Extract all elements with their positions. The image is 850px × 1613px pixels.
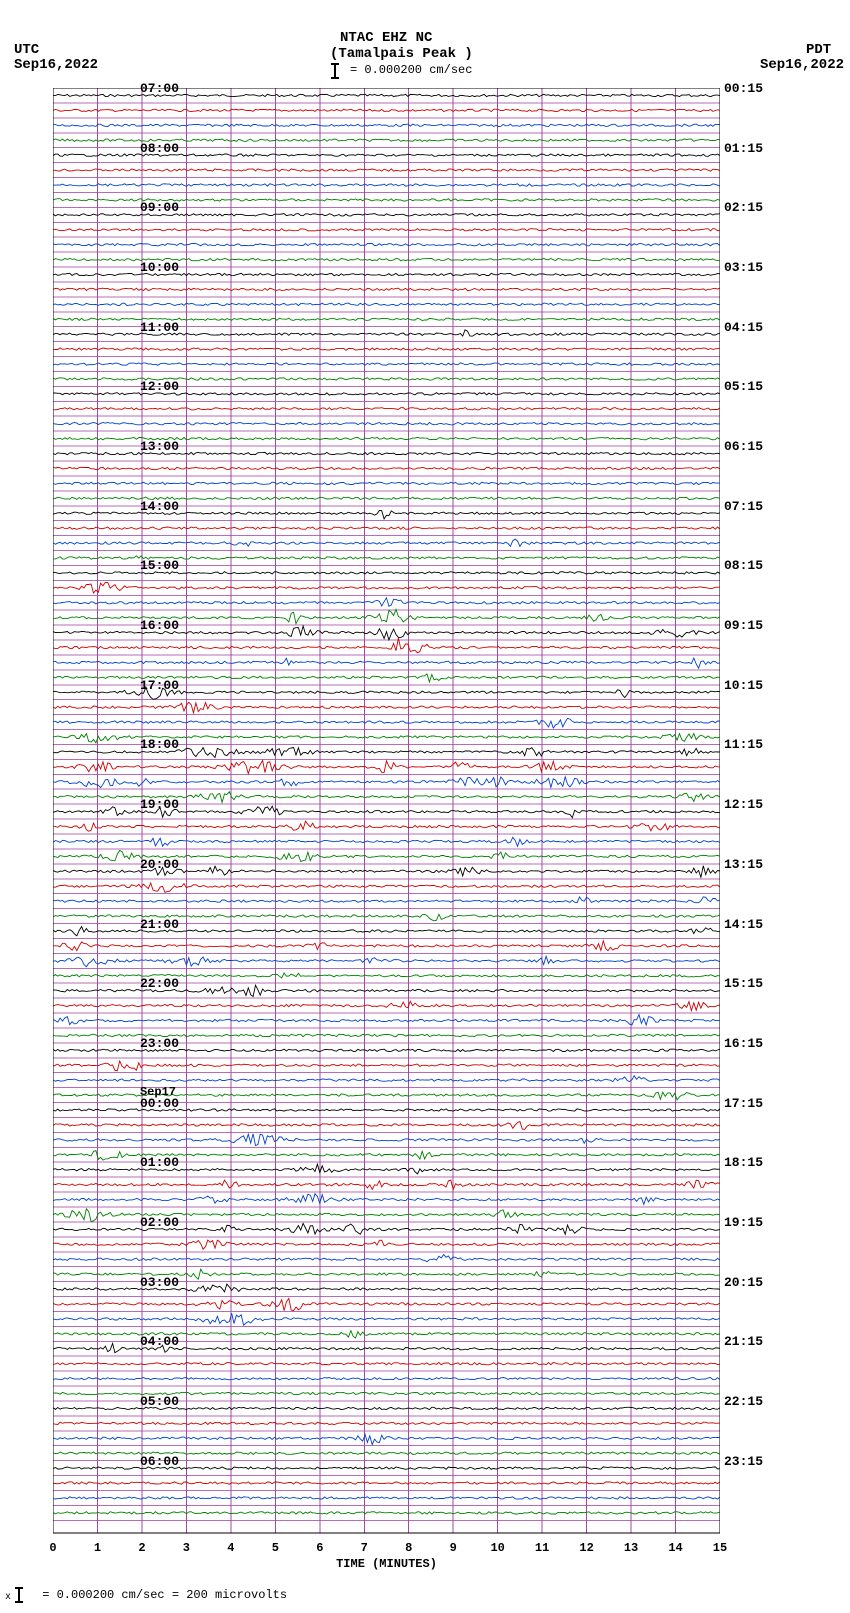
pdt-hour-label: 13:15 [724,857,763,872]
pdt-hour-label: 11:15 [724,737,763,752]
pdt-hour-label: 04:15 [724,320,763,335]
pdt-hour-label: 02:15 [724,200,763,215]
utc-hour-label: 19:00 [131,797,179,812]
x-axis-title: TIME (MINUTES) [336,1557,437,1571]
pdt-hour-label: 19:15 [724,1215,763,1230]
utc-hour-label: 16:00 [131,618,179,633]
x-tick-label: 8 [405,1541,412,1555]
utc-hour-label: 14:00 [131,499,179,514]
x-tick-label: 11 [535,1541,549,1555]
pdt-hour-label: 05:15 [724,379,763,394]
footnote: x = 0.000200 cm/sec = 200 microvolts [5,1585,287,1605]
utc-hour-label: 11:00 [131,320,179,335]
scale-bar-icon [326,62,346,86]
utc-hour-label: 17:00 [131,678,179,693]
pdt-hour-label: 03:15 [724,260,763,275]
pdt-hour-label: 16:15 [724,1036,763,1051]
date-left-label: Sep16,2022 [14,57,98,73]
x-tick-label: 12 [579,1541,593,1555]
x-tick-label: 15 [713,1541,727,1555]
utc-hour-label: 10:00 [131,260,179,275]
utc-hour-label: 03:00 [131,1275,179,1290]
date-right-label: Sep16,2022 [760,57,844,73]
plot-title: NTAC EHZ NC [340,30,432,46]
plot-subtitle: (Tamalpais Peak ) [330,46,473,62]
utc-hour-label: 05:00 [131,1394,179,1409]
footnote-text: = 0.000200 cm/sec = 200 microvolts [42,1588,287,1602]
x-tick-label: 1 [94,1541,101,1555]
utc-hour-label: 22:00 [131,976,179,991]
utc-hour-label: 20:00 [131,857,179,872]
x-tick-label: 14 [668,1541,682,1555]
pdt-hour-label: 20:15 [724,1275,763,1290]
scale-label: = 0.000200 cm/sec [350,63,472,77]
x-tick-label: 2 [138,1541,145,1555]
pdt-hour-label: 10:15 [724,678,763,693]
utc-hour-label: 07:00 [131,81,179,96]
pdt-hour-label: 06:15 [724,439,763,454]
pdt-hour-label: 22:15 [724,1394,763,1409]
tz-left-label: UTC [14,42,39,58]
utc-hour-label: 13:00 [131,439,179,454]
utc-hour-label: 06:00 [131,1454,179,1469]
x-tick-label: 13 [624,1541,638,1555]
pdt-hour-label: 15:15 [724,976,763,991]
pdt-hour-label: 09:15 [724,618,763,633]
utc-hour-label: 18:00 [131,737,179,752]
utc-hour-label: 01:00 [131,1155,179,1170]
utc-hour-label: 02:00 [131,1215,179,1230]
x-tick-label: 5 [272,1541,279,1555]
pdt-hour-label: 08:15 [724,558,763,573]
utc-hour-label: 21:00 [131,917,179,932]
x-tick-label: 9 [450,1541,457,1555]
pdt-hour-label: 21:15 [724,1334,763,1349]
pdt-hour-label: 12:15 [724,797,763,812]
tz-right-label: PDT [806,42,831,58]
x-tick-label: 3 [183,1541,190,1555]
svg-text:x: x [5,1592,11,1603]
utc-hour-label: 15:00 [131,558,179,573]
pdt-hour-label: 23:15 [724,1454,763,1469]
pdt-hour-label: 01:15 [724,141,763,156]
utc-hour-label: 08:00 [131,141,179,156]
utc-hour-label: 23:00 [131,1036,179,1051]
pdt-hour-label: 17:15 [724,1096,763,1111]
utc-date-label: Sep17 [140,1085,176,1099]
utc-hour-label: 09:00 [131,200,179,215]
pdt-hour-label: 07:15 [724,499,763,514]
utc-hour-label: 04:00 [131,1334,179,1349]
x-tick-label: 10 [490,1541,504,1555]
pdt-hour-label: 18:15 [724,1155,763,1170]
x-tick-label: 4 [227,1541,234,1555]
pdt-hour-label: 14:15 [724,917,763,932]
utc-hour-label: 12:00 [131,379,179,394]
x-tick-label: 0 [49,1541,56,1555]
x-tick-label: 6 [316,1541,323,1555]
x-tick-label: 7 [361,1541,368,1555]
pdt-hour-label: 00:15 [724,81,763,96]
